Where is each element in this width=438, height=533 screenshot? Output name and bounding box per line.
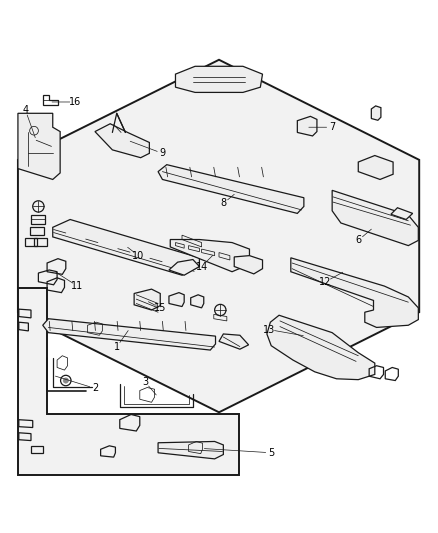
Polygon shape [176, 66, 262, 92]
Text: 11: 11 [71, 281, 84, 291]
Polygon shape [95, 124, 149, 158]
Text: 14: 14 [195, 262, 208, 271]
Polygon shape [18, 114, 60, 180]
Polygon shape [158, 165, 304, 213]
Text: 8: 8 [220, 198, 226, 208]
Text: 9: 9 [159, 148, 166, 158]
Text: 12: 12 [319, 277, 332, 287]
Polygon shape [291, 258, 418, 327]
Polygon shape [219, 334, 249, 349]
Polygon shape [18, 288, 239, 475]
Polygon shape [267, 315, 375, 379]
Circle shape [63, 378, 68, 383]
Text: 5: 5 [268, 448, 274, 458]
Text: 6: 6 [355, 236, 361, 245]
Text: 4: 4 [22, 105, 28, 115]
Polygon shape [170, 239, 250, 272]
Polygon shape [234, 256, 262, 274]
Polygon shape [358, 156, 393, 180]
Polygon shape [53, 220, 199, 275]
Polygon shape [169, 293, 184, 306]
Text: 16: 16 [69, 97, 81, 107]
Polygon shape [169, 260, 199, 275]
Text: 15: 15 [154, 303, 166, 313]
Polygon shape [43, 319, 215, 350]
Polygon shape [371, 106, 381, 120]
Polygon shape [158, 441, 223, 459]
Text: 7: 7 [329, 122, 335, 132]
Polygon shape [297, 116, 317, 136]
Polygon shape [391, 208, 413, 220]
Text: 2: 2 [92, 383, 98, 393]
Polygon shape [134, 289, 160, 310]
Text: 3: 3 [142, 377, 148, 387]
Polygon shape [18, 60, 419, 413]
Polygon shape [191, 295, 204, 308]
Text: 1: 1 [113, 342, 120, 352]
Text: 10: 10 [132, 251, 145, 261]
Polygon shape [332, 190, 418, 246]
Text: 13: 13 [263, 325, 275, 335]
